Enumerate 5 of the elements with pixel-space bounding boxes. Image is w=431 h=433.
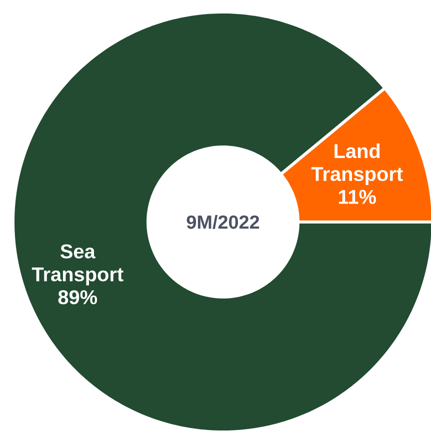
data-label: 11%	[338, 190, 376, 204]
text: 9M/2022	[186, 214, 260, 230]
slice-label: Land Transport	[311, 144, 403, 186]
slice-label: Sea Transport	[32, 244, 124, 286]
data-label: 89%	[58, 290, 98, 304]
